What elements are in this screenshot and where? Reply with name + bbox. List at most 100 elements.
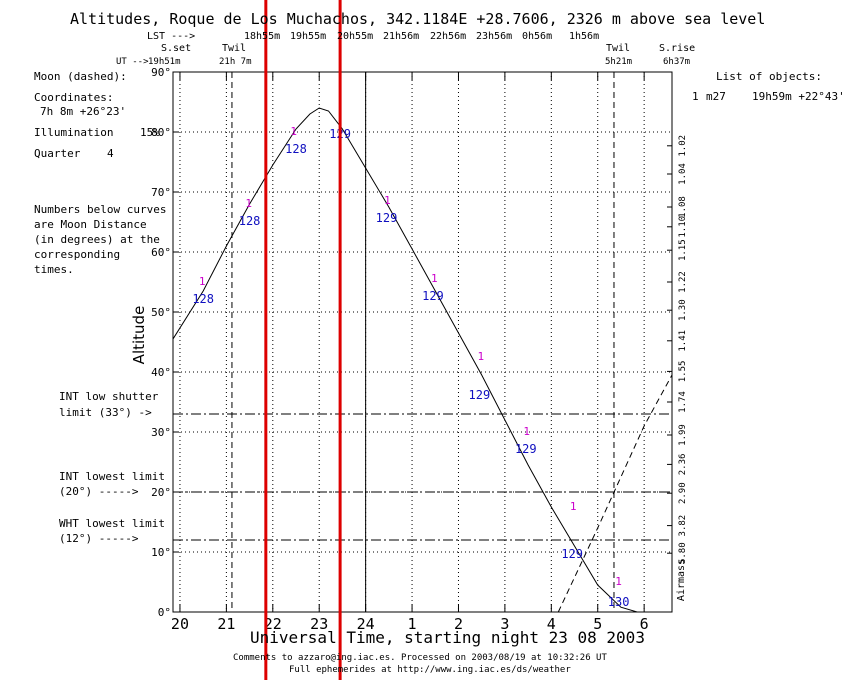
object-marker: 1 [570,500,577,513]
lst-time: 20h55m [337,31,374,42]
axis-ticks [173,71,645,613]
airmass-tick-label: 1.15 [678,239,688,261]
moon-label: Moon (dashed): [34,70,127,83]
object-marker: 1 [523,425,530,438]
x-tick-label: 22 [264,615,282,633]
lst-time: 21h56m [383,31,420,42]
y-tick-label: 90° [151,66,171,79]
airmass-tick-label: 1.08 [678,196,688,218]
airmass-tick-label: 1.55 [678,361,688,383]
y-tick-label: 60° [151,246,171,259]
twilight-evening-label: Twil [222,43,247,54]
lst-time: 23h56m [476,31,513,42]
coordinates-label: Coordinates: [34,91,114,104]
twilight-midnight-lines [231,72,615,612]
quarter-value: 4 [107,147,114,160]
y-tick-label: 10° [151,546,171,559]
plot-frame [172,71,673,613]
airmass-tick-label: 1.99 [678,424,688,446]
int-shutter-label-2: limit (33°) -> [59,406,152,419]
note-line-1: Numbers below curves [34,203,167,216]
x-tick-label: 21 [217,615,235,633]
wht-lowest-label-2: (12°) -----> [59,532,139,545]
airmass-tick-label: 2.90 [678,482,688,504]
airmass-tick-label: 1.30 [678,299,688,321]
quarter-label: Quarter [34,147,81,160]
note-line-5: times. [34,263,74,276]
airmass-tick-label: 1.04 [678,163,688,185]
ut-label: UT --> [116,57,149,67]
x-axis-label: Universal Time, starting night 23 08 200… [250,628,645,647]
airmass-tick-label: 1.41 [678,330,688,352]
x-tick-label: 2 [454,615,463,633]
illumination-label: Illumination [34,126,114,139]
moon-distance-label: 129 [422,289,444,303]
y-tick-label: 70° [151,186,171,199]
int-lowest-label-2: (20°) -----> [59,485,139,498]
x-tick-label: 5 [593,615,602,633]
moon-distance-label: 129 [376,211,398,225]
note-line-3: (in degrees) at the [34,233,160,246]
moon-distance-label: 129 [515,442,537,456]
note-line-4: corresponding [34,248,121,261]
airmass-tick-label: 5.80 [678,542,688,564]
note-line-2: are Moon Distance [34,218,147,231]
x-tick-label: 23 [310,615,328,633]
moon-distance-label: 128 [239,214,261,228]
y-axis-label: Altitude [130,306,148,365]
twilight-morning-label: Twil [606,43,631,54]
x-tick-label: 20 [171,615,189,633]
airmass-tick-label: 1.74 [678,391,688,413]
object-name: m27 [706,90,726,103]
moon-altitude-line [557,374,672,612]
object-altitude-line [173,107,638,612]
object-coordinates: 19h59m +22°43' [752,90,845,103]
illumination-value: 15% [140,126,160,139]
object-marker: 1 [199,275,206,288]
moon-distance-label: 129 [469,388,491,402]
object-marker: 1 [477,350,484,363]
footer-ephemerides: Full ephemerides at http://www.ing.iac.e… [289,665,571,675]
object-markers: 1 1 1 1 1 1 1 1 1 [199,125,622,588]
y-tick-label: 40° [151,366,171,379]
chart-title: Altitudes, Roque de Los Muchachos, 342.1… [70,10,766,28]
x-tick-label: 1 [408,615,417,633]
sunrise-time: 6h37m [663,57,691,67]
y-tick-label: 30° [151,426,171,439]
altitude-curves [173,107,672,612]
y-tick-label: 80° [151,126,171,139]
lst-time: 22h56m [430,31,467,42]
x-tick-label: 3 [500,615,509,633]
x-tick-label: 4 [547,615,556,633]
y-tick-label: 20° [151,486,171,499]
twilight-morning-time: 5h21m [605,57,633,67]
sunrise-label: S.rise [659,43,696,54]
object-list-label: List of objects: [716,70,822,83]
airmass-axis-label: Airmass [676,559,687,601]
lst-time: 0h56m [522,31,553,42]
airmass-tick-label: 1.02 [678,135,688,157]
y-tick-label: 50° [151,306,171,319]
airmass-axis: 1.02 1.04 1.081.101.15 1.22 1.30 1.41 1.55 1.74… [667,135,688,564]
x-tick-labels: 20 21 22 23 24 1 2 3 4 5 6 [171,615,649,633]
object-marker: 1 [245,197,252,210]
grid-lines [173,72,672,612]
y-tick-labels: 0° 10° 20° 30° 40° 50° 60° 70° 80° 90° [151,66,171,619]
int-shutter-label-1: INT low shutter [59,390,159,403]
lst-time: 1h56m [569,31,600,42]
airmass-tick-label: 1.22 [678,271,688,293]
x-tick-label: 6 [640,615,649,633]
moon-distance-labels: 128128128129129129129129129130 [192,127,629,609]
int-lowest-label-1: INT lowest limit [59,470,165,483]
lst-time: 18h55m [244,31,281,42]
airmass-tick-label: 3.82 [678,515,688,537]
lst-time: 19h55m [290,31,327,42]
airmass-tick-label: 2.36 [678,454,688,476]
airmass-tick-label: 1.10 [678,216,688,238]
y-tick-label: 0° [158,606,171,619]
footer-comments: Comments to azzaro@ing.iac.es. Processed… [233,653,607,663]
moon-distance-label: 130 [608,595,630,609]
x-tick-label: 24 [357,615,375,633]
object-marker: 1 [615,575,622,588]
